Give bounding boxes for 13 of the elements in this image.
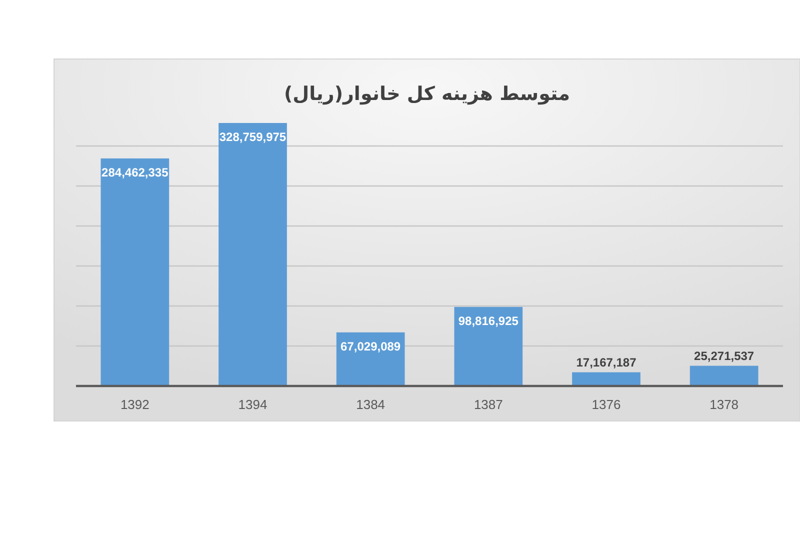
x-tick-label: 1392 — [120, 397, 150, 412]
x-tick-label: 1378 — [710, 397, 739, 412]
x-tick-label: 1376 — [592, 397, 621, 412]
x-tick-label: 1387 — [474, 397, 503, 412]
data-label: 17,167,187 — [576, 355, 636, 370]
x-tick-label: 1394 — [238, 397, 268, 412]
x-tick-label: 1384 — [356, 397, 386, 412]
title: متوسط هزینه کل خانوار(ریال) — [284, 83, 570, 105]
data-label: 284,462,335 — [102, 165, 168, 180]
data-label: 67,029,089 — [340, 339, 401, 354]
data-label: 328,759,975 — [219, 130, 286, 144]
data-label: 25,271,537 — [694, 348, 754, 363]
data-label: 98,816,925 — [458, 314, 518, 328]
